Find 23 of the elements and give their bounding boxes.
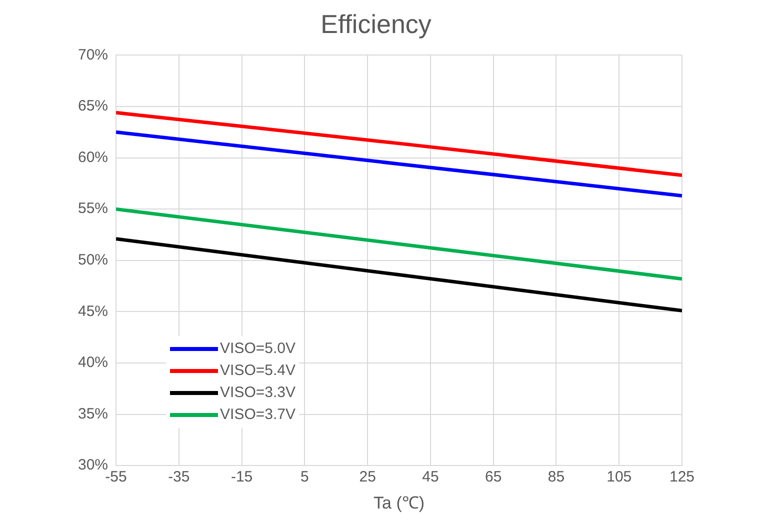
y-tick-label: 55%	[78, 200, 108, 218]
x-tick-label: 105	[606, 468, 632, 486]
legend-label: VISO=3.7V	[220, 406, 296, 424]
y-tick-label: 35%	[78, 405, 108, 422]
x-axis-title: Ta (℃)	[374, 493, 425, 512]
y-tick-label: 50%	[78, 252, 108, 269]
y-tick-label: 65%	[78, 98, 108, 115]
y-tick-label: 45%	[78, 302, 108, 320]
y-tick-label: 70%	[78, 46, 108, 64]
y-tick-label: 40%	[78, 354, 108, 372]
chart-title: Efficiency	[320, 8, 432, 39]
x-tick-label: 85	[548, 468, 565, 486]
x-tick-label: 45	[422, 468, 439, 486]
x-tick-label: 65	[484, 468, 502, 486]
legend-label: VISO=5.4V	[220, 362, 296, 380]
legend-label: VISO=3.3V	[220, 384, 296, 402]
x-tick-label: 25	[359, 468, 376, 486]
x-tick-label: -15	[230, 468, 253, 486]
x-tick-label: 125	[669, 468, 695, 486]
y-tick-label: 60%	[78, 148, 108, 166]
legend-label: VISO=5.0V	[220, 340, 296, 358]
x-tick-label: -35	[168, 468, 190, 486]
x-tick-label: 5	[300, 468, 309, 486]
